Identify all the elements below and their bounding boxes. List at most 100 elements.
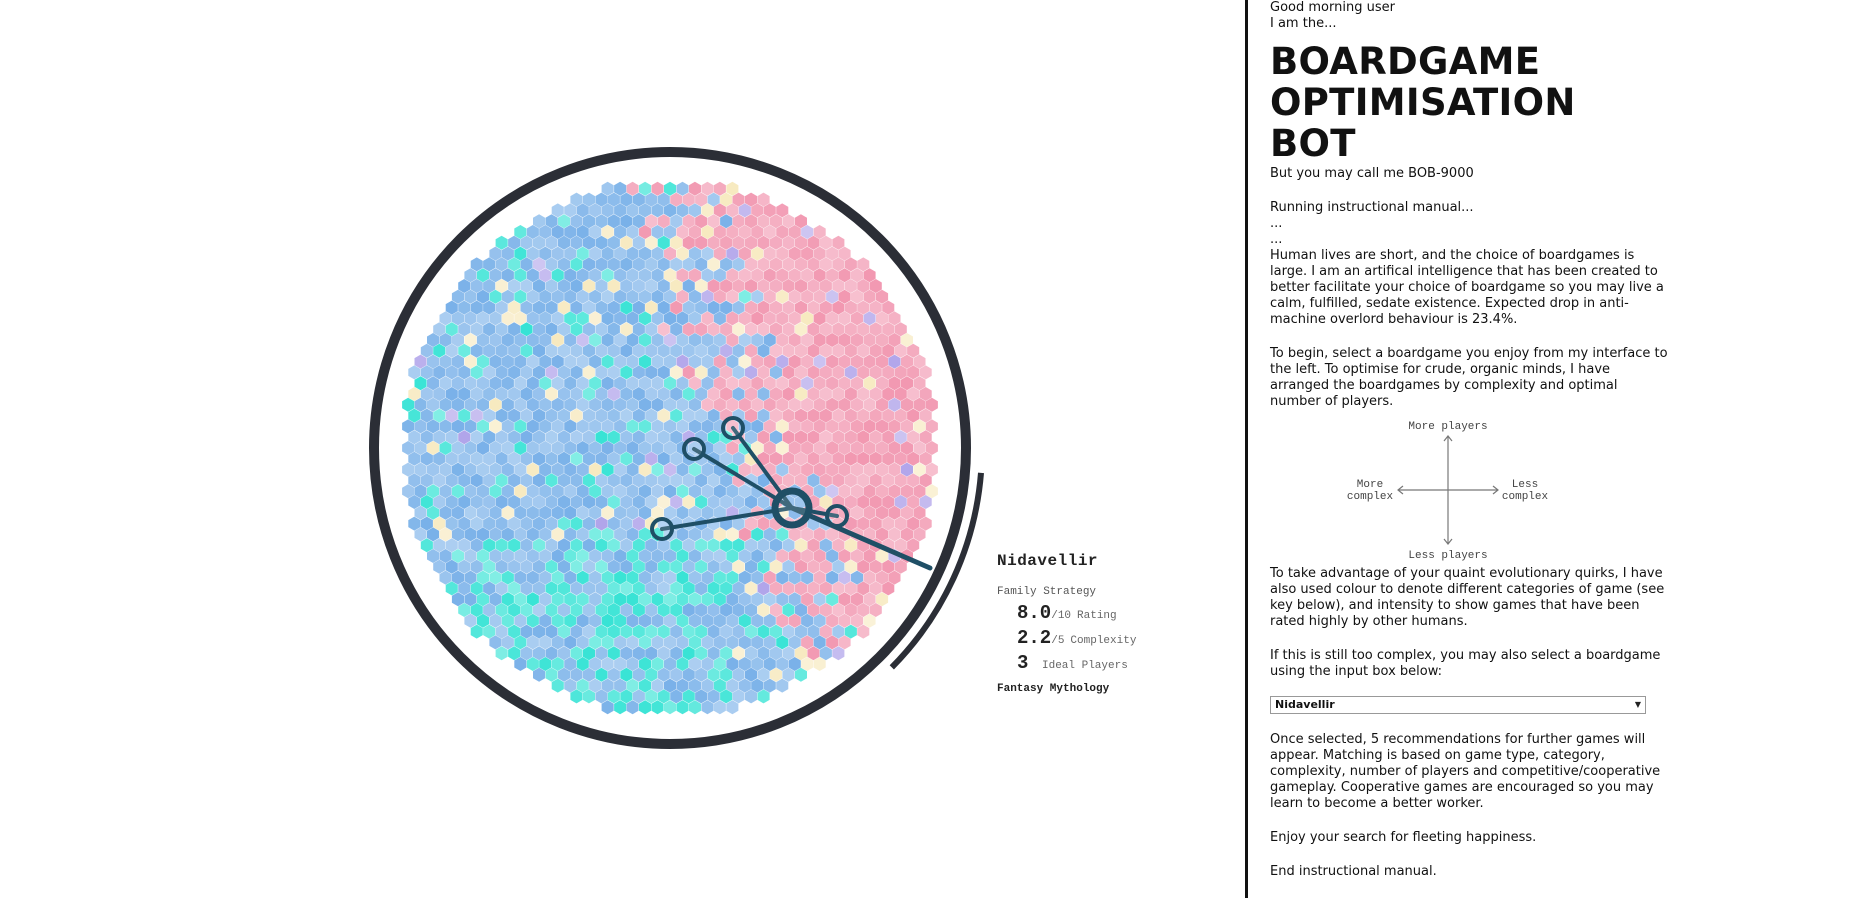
hex-cell[interactable] — [726, 527, 739, 542]
hex-cell[interactable] — [819, 451, 832, 466]
hex-cell[interactable] — [582, 624, 595, 639]
hex-cell[interactable] — [763, 419, 776, 434]
hex-cell[interactable] — [676, 657, 689, 671]
hex-cell[interactable] — [458, 387, 471, 401]
hex-cell[interactable] — [558, 235, 570, 250]
hex-cell[interactable] — [726, 289, 739, 304]
hex-cell[interactable] — [807, 387, 820, 401]
hex-cell[interactable] — [751, 289, 764, 304]
hex-cell[interactable] — [882, 343, 895, 358]
hex-cell[interactable] — [645, 408, 658, 423]
hex-cell[interactable] — [626, 678, 639, 693]
hex-cell[interactable] — [869, 322, 882, 337]
hex-cell[interactable] — [738, 635, 751, 650]
hex-cell[interactable] — [770, 235, 782, 250]
hex-cell[interactable] — [701, 462, 714, 477]
hex-cell[interactable] — [882, 322, 895, 337]
hex-cell[interactable] — [788, 549, 801, 563]
hex-cell[interactable] — [807, 473, 820, 488]
hex-cell[interactable] — [838, 246, 851, 261]
hex-cell[interactable] — [894, 495, 907, 509]
hex-cell[interactable] — [676, 505, 689, 520]
hex-cell[interactable] — [551, 505, 564, 520]
hex-cell[interactable] — [801, 289, 814, 304]
hex-cell[interactable] — [695, 387, 708, 401]
hex-cell[interactable] — [489, 527, 502, 542]
hex-cell[interactable] — [682, 603, 695, 617]
hex-cell[interactable] — [539, 592, 552, 607]
hex-cell[interactable] — [601, 181, 614, 196]
hex-cell[interactable] — [651, 549, 664, 563]
hex-cell[interactable] — [907, 538, 920, 553]
hex-cell[interactable] — [657, 300, 670, 315]
hex-cell[interactable] — [476, 419, 489, 434]
hex-cell[interactable] — [427, 397, 440, 412]
hex-cell[interactable] — [489, 268, 502, 283]
hex-cell[interactable] — [707, 624, 720, 639]
hex-cell[interactable] — [664, 354, 676, 369]
hex-cell[interactable] — [863, 484, 876, 499]
hex-cell[interactable] — [489, 484, 502, 499]
hex-cell[interactable] — [763, 635, 776, 650]
hex-cell[interactable] — [614, 700, 627, 715]
hex-cell[interactable] — [495, 365, 508, 380]
hex-cell[interactable] — [695, 343, 708, 358]
hex-cell[interactable] — [788, 462, 801, 477]
hex-cell[interactable] — [788, 311, 801, 326]
hex-cell[interactable] — [551, 592, 564, 607]
hex-cell[interactable] — [807, 451, 820, 466]
hex-cell[interactable] — [526, 527, 539, 542]
hex-cell[interactable] — [533, 495, 546, 509]
hex-cell[interactable] — [651, 289, 664, 304]
hex-cell[interactable] — [657, 408, 670, 423]
hex-cell[interactable] — [832, 365, 845, 380]
hex-cell[interactable] — [458, 473, 471, 488]
hex-cell[interactable] — [639, 592, 652, 607]
hex-cell[interactable] — [832, 279, 845, 293]
hex-cell[interactable] — [701, 268, 714, 283]
hex-cell[interactable] — [570, 192, 583, 207]
hex-cell[interactable] — [576, 635, 589, 650]
hex-cell[interactable] — [589, 225, 602, 239]
hex-cell[interactable] — [645, 214, 658, 229]
hex-cell[interactable] — [420, 387, 433, 401]
hex-cell[interactable] — [620, 516, 633, 531]
hex-cell[interactable] — [564, 441, 577, 455]
hex-cell[interactable] — [732, 300, 745, 315]
hex-cell[interactable] — [582, 689, 595, 704]
hex-cell[interactable] — [589, 592, 602, 607]
hex-cell[interactable] — [794, 451, 807, 466]
hex-cell[interactable] — [408, 430, 421, 445]
hex-cell[interactable] — [851, 441, 864, 455]
hex-cell[interactable] — [713, 549, 726, 563]
hex-cell[interactable] — [582, 343, 595, 358]
hex-cell[interactable] — [707, 343, 720, 358]
hex-cell[interactable] — [508, 365, 521, 380]
hex-cell[interactable] — [688, 527, 701, 542]
hex-cell[interactable] — [876, 570, 889, 585]
hex-cell[interactable] — [514, 657, 527, 671]
hex-cell[interactable] — [763, 527, 776, 542]
hex-cell[interactable] — [451, 397, 464, 412]
hex-cell[interactable] — [626, 419, 639, 434]
hex-cell[interactable] — [832, 343, 845, 358]
hex-cell[interactable] — [558, 581, 570, 596]
hex-cell[interactable] — [520, 538, 533, 553]
hex-cell[interactable] — [639, 181, 652, 196]
hex-cell[interactable] — [645, 235, 658, 250]
hex-cell[interactable] — [670, 214, 683, 229]
hex-cell[interactable] — [551, 203, 564, 218]
hex-cell[interactable] — [819, 343, 832, 358]
hex-cell[interactable] — [651, 333, 664, 347]
hex-cell[interactable] — [876, 289, 889, 304]
hex-cell[interactable] — [720, 192, 733, 207]
hex-cell[interactable] — [645, 430, 658, 445]
hex-cell[interactable] — [545, 279, 558, 293]
hex-cell[interactable] — [558, 473, 570, 488]
hex-cell[interactable] — [695, 646, 708, 661]
hex-cell[interactable] — [770, 667, 782, 682]
hex-cell[interactable] — [863, 333, 876, 347]
hex-cell[interactable] — [745, 257, 758, 272]
hex-cell[interactable] — [632, 279, 645, 293]
hex-cell[interactable] — [851, 268, 864, 283]
